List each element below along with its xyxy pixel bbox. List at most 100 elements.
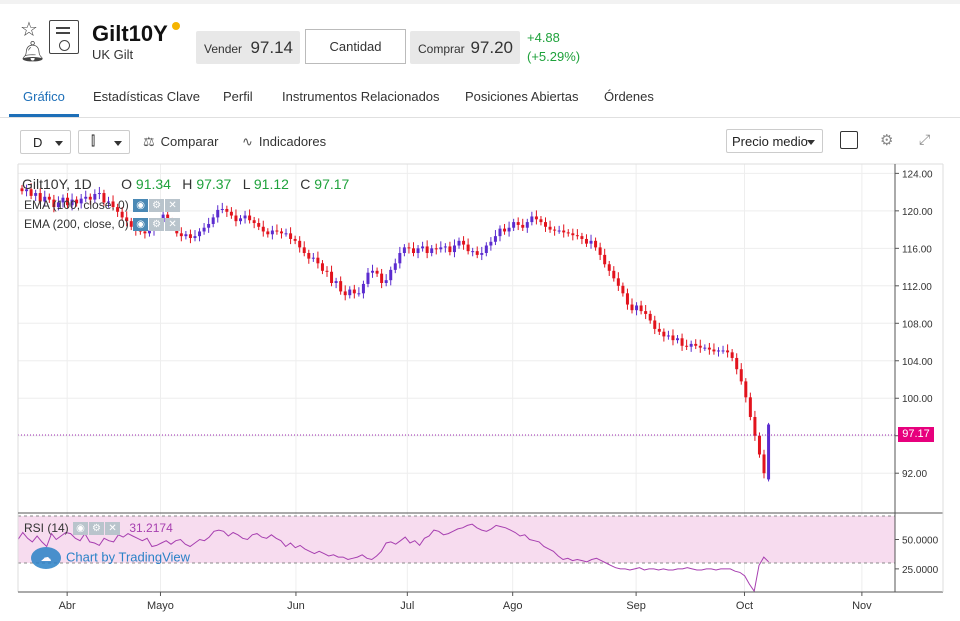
candle-body [75,199,79,204]
candle-body [61,197,65,203]
star-icon[interactable]: ☆ [20,19,38,41]
candle-body [371,270,375,273]
close-icon[interactable]: ✕ [165,218,181,232]
ema200-label: EMA (200, close, 0) [24,217,129,231]
candle-body [557,230,561,232]
candle-body [662,331,666,337]
candle-body [698,345,702,348]
candle-body [489,241,493,246]
rsi-label: RSI (14) [24,521,69,535]
candle-body [266,231,270,235]
candle-body [225,208,229,212]
candle-body [220,208,224,210]
checkbox-toggle[interactable] [840,131,858,149]
candle-body [325,270,329,272]
candle-body [525,222,529,228]
candle-body [712,349,716,352]
candle-body [289,233,293,239]
time-tick-label: Abr [59,600,76,612]
candle-body [380,273,384,283]
candle-body [193,236,197,239]
gear-icon[interactable]: ⚙ [880,132,894,149]
candle-body [106,201,110,203]
candle-body [739,369,743,382]
candle-body [653,320,657,329]
candle-body [239,218,243,222]
candle-body [307,253,311,259]
close-icon[interactable]: ✕ [165,199,181,213]
chart-type-select[interactable]: ⫿ [78,130,130,154]
price-mode-select[interactable]: Precio medio [726,129,823,153]
buy-label: Comprar [418,42,465,56]
indicators-button[interactable]: ∿ Indicadores [242,134,326,150]
time-tick-label: Oct [736,600,753,612]
compare-button[interactable]: ⚖ Comparar [143,134,218,150]
sell-button[interactable]: Vender 97.14 [196,31,300,64]
interval-select[interactable]: D [20,130,71,154]
tab-orders[interactable]: Órdenes [604,89,654,104]
candle-body [97,193,101,195]
close-icon[interactable]: ✕ [105,522,121,536]
eye-icon[interactable]: ◉ [133,218,149,232]
candle-body [70,199,74,206]
candle-body [562,230,566,233]
tab-chart[interactable]: Gráfico [23,89,65,104]
candle-body [284,233,288,235]
candle-body [589,240,593,244]
open-value: 91.34 [135,176,171,192]
candle-body [534,216,538,220]
candle-body [43,196,47,202]
tab-key-stats[interactable]: Estadísticas Clave [93,89,200,104]
top-strip [0,0,960,4]
quantity-input[interactable]: Cantidad [305,29,406,64]
tradingview-logo-icon: ☁ [31,547,61,569]
close-value: 97.17 [314,176,350,192]
price-tick-label: 104.00 [902,357,933,368]
candle-body [571,233,575,236]
interval-value: D [33,135,43,150]
candlestick-icon: ⫿ [91,133,96,148]
candle-body [694,343,698,346]
candle-body [462,240,466,245]
candle-body [47,196,51,200]
gear-icon[interactable]: ⚙ [89,522,105,536]
candle-body [416,248,420,254]
candle-body [56,202,60,208]
candle-body [184,234,188,237]
chart-grid [18,164,895,592]
candle-body [625,293,629,305]
tab-related-instruments[interactable]: Instrumentos Relacionados [282,89,440,104]
candle-body [616,278,620,286]
rsi-tick-label: 50.0000 [902,536,939,547]
candle-body [753,416,757,436]
candle-body [498,228,502,237]
tab-profile[interactable]: Perfil [223,89,253,104]
buy-button[interactable]: Comprar 97.20 [410,31,520,64]
compare-icon: ⚖ [143,134,155,149]
eye-icon[interactable]: ◉ [73,522,89,536]
candle-body [703,347,707,349]
buy-price: 97.20 [470,38,513,57]
candle-body [352,289,356,294]
tab-bar: Gráfico Estadísticas Clave Perfil Instru… [0,78,960,118]
candle-body [179,233,183,237]
market-status-dot [172,22,180,30]
candle-body [147,230,151,234]
eye-icon[interactable]: ◉ [133,199,149,213]
compare-label: Comparar [160,134,219,149]
candle-body [384,280,388,283]
tab-open-positions[interactable]: Posiciones Abiertas [465,89,579,104]
candle-body [129,221,133,227]
fullscreen-icon[interactable]: ⤢ [919,131,931,147]
candle-body [275,230,279,232]
candle-body [366,272,370,284]
candle-body [466,244,470,252]
price-change-pct: (+5.29%) [527,49,581,64]
tradingview-watermark[interactable]: ☁ Chart by TradingView [31,547,190,569]
bell-icon[interactable]: 🔔︎ [20,41,46,63]
gear-icon[interactable]: ⚙ [149,218,165,232]
chevron-down-icon [807,140,815,145]
gear-icon[interactable]: ⚙ [149,199,165,213]
ema200-legend: EMA (200, close, 0) ◉ ⚙ ✕ [24,217,181,232]
